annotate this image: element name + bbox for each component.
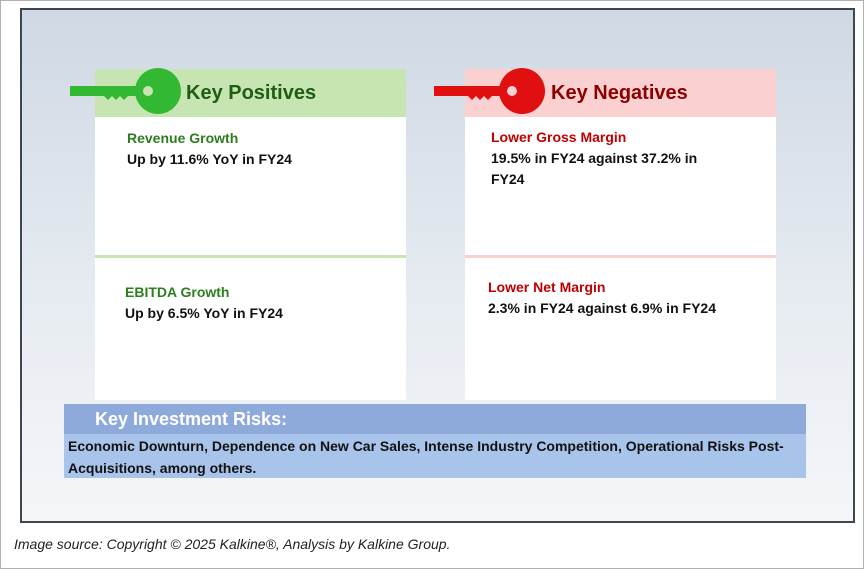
item-text: 19.5% in FY24 against 37.2% in FY24 bbox=[491, 150, 698, 187]
item-title: EBITDA Growth bbox=[125, 284, 230, 300]
footer: Image source: Copyright © 2025 Kalkine®,… bbox=[14, 536, 451, 552]
negative-item: Lower Gross Margin 19.5% in FY24 against … bbox=[491, 129, 721, 190]
item-title: Revenue Growth bbox=[127, 130, 239, 146]
risks-text: Economic Downturn, Dependence on New Car… bbox=[68, 438, 784, 476]
divider bbox=[95, 255, 406, 258]
item-text: 2.3% in FY24 against 6.9% in FY24 bbox=[488, 300, 716, 316]
divider bbox=[465, 255, 776, 258]
item-title: Lower Gross Margin bbox=[491, 129, 627, 145]
positives-card bbox=[95, 117, 406, 400]
negatives-title: Key Negatives bbox=[551, 82, 688, 104]
positives-title: Key Positives bbox=[186, 82, 317, 104]
negative-item: Lower Net Margin 2.3% in FY24 against 6.9… bbox=[488, 279, 718, 319]
item-text: Up by 6.5% YoY in FY24 bbox=[125, 305, 283, 321]
item-title: Lower Net Margin bbox=[488, 279, 606, 295]
negatives-card bbox=[465, 117, 776, 400]
green-key bbox=[70, 68, 181, 114]
risks-box: Key Investment Risks: Economic Downturn,… bbox=[64, 404, 806, 478]
risks-title: Key Investment Risks: bbox=[64, 404, 806, 434]
red-key bbox=[434, 68, 545, 114]
positive-item: EBITDA Growth Up by 6.5% YoY in FY24 bbox=[125, 284, 355, 324]
positive-item: Revenue Growth Up by 11.6% YoY in FY24 bbox=[127, 130, 357, 170]
item-text: Up by 11.6% YoY in FY24 bbox=[127, 151, 292, 167]
